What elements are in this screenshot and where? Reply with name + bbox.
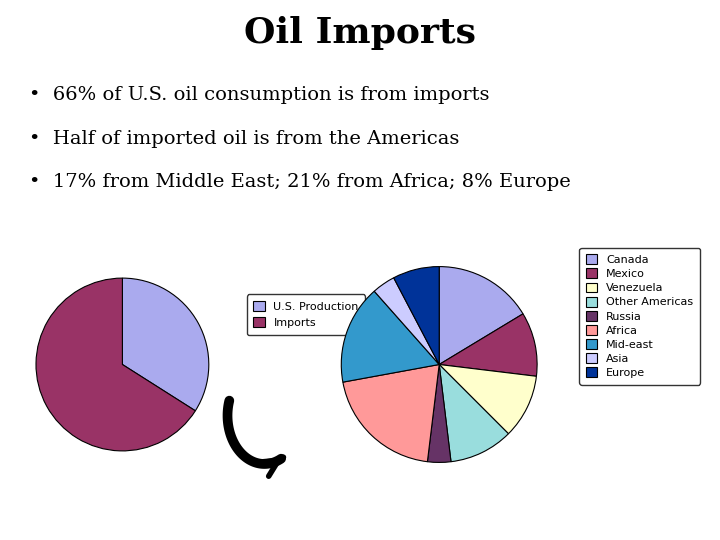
Wedge shape [122,278,209,411]
Text: •  17% from Middle East; 21% from Africa; 8% Europe: • 17% from Middle East; 21% from Africa;… [29,173,570,191]
Legend: U.S. Production, Imports: U.S. Production, Imports [247,294,366,335]
Wedge shape [36,278,195,451]
Text: •  66% of U.S. oil consumption is from imports: • 66% of U.S. oil consumption is from im… [29,86,490,104]
Wedge shape [439,314,537,376]
Text: Oil Imports: Oil Imports [244,16,476,50]
Wedge shape [439,364,508,462]
Wedge shape [394,267,439,364]
Text: •  Half of imported oil is from the Americas: • Half of imported oil is from the Ameri… [29,130,459,147]
Wedge shape [439,364,536,434]
Wedge shape [428,364,451,462]
Wedge shape [343,364,439,462]
Wedge shape [439,267,523,364]
Wedge shape [374,278,439,364]
Legend: Canada, Mexico, Venezuela, Other Americas, Russia, Africa, Mid-east, Asia, Europ: Canada, Mexico, Venezuela, Other America… [580,248,700,384]
Wedge shape [341,291,439,382]
